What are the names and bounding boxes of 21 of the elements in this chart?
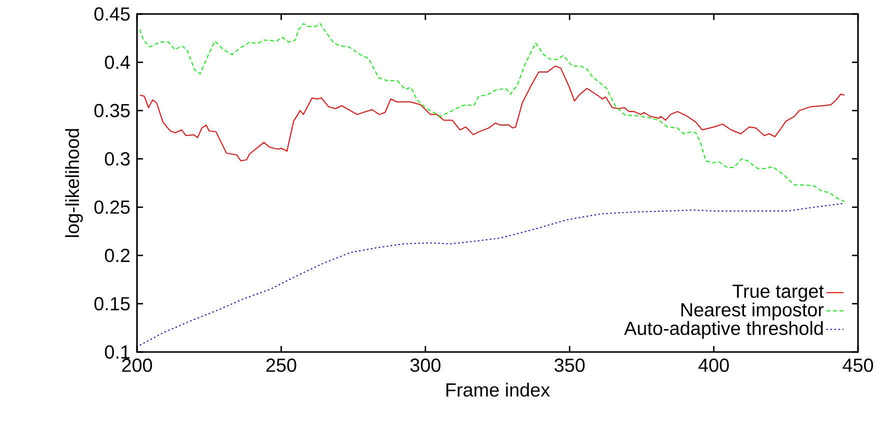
x-tick-label: 400 — [698, 358, 729, 372]
x-tick-label: 350 — [554, 358, 585, 372]
x-tick-label: 200 — [122, 358, 152, 372]
x-tick-label: 300 — [410, 358, 440, 372]
y-tick-label: 0.2 — [104, 248, 130, 262]
y-tick-label: 0.4 — [104, 56, 130, 69]
legend-label: Nearest impostor — [681, 302, 824, 320]
y-tick-label: 0.45 — [94, 7, 130, 21]
y-axis-title: log-likelihood — [65, 129, 83, 237]
y-tick-label: 0.25 — [94, 200, 130, 214]
line-series — [139, 23, 845, 202]
y-tick-label: 0.15 — [94, 297, 130, 310]
legend-label: Auto-adaptive threshold — [624, 321, 823, 339]
x-axis-title: Frame index — [446, 382, 550, 397]
y-tick-label: 0.35 — [94, 104, 130, 118]
x-tick-label: 450 — [842, 358, 874, 372]
line-series — [139, 66, 845, 162]
legend-label: True target — [732, 284, 824, 302]
y-tick-label: 0.3 — [104, 152, 130, 166]
y-tick-label: 0.1 — [104, 345, 130, 359]
x-tick-label: 250 — [266, 358, 296, 372]
